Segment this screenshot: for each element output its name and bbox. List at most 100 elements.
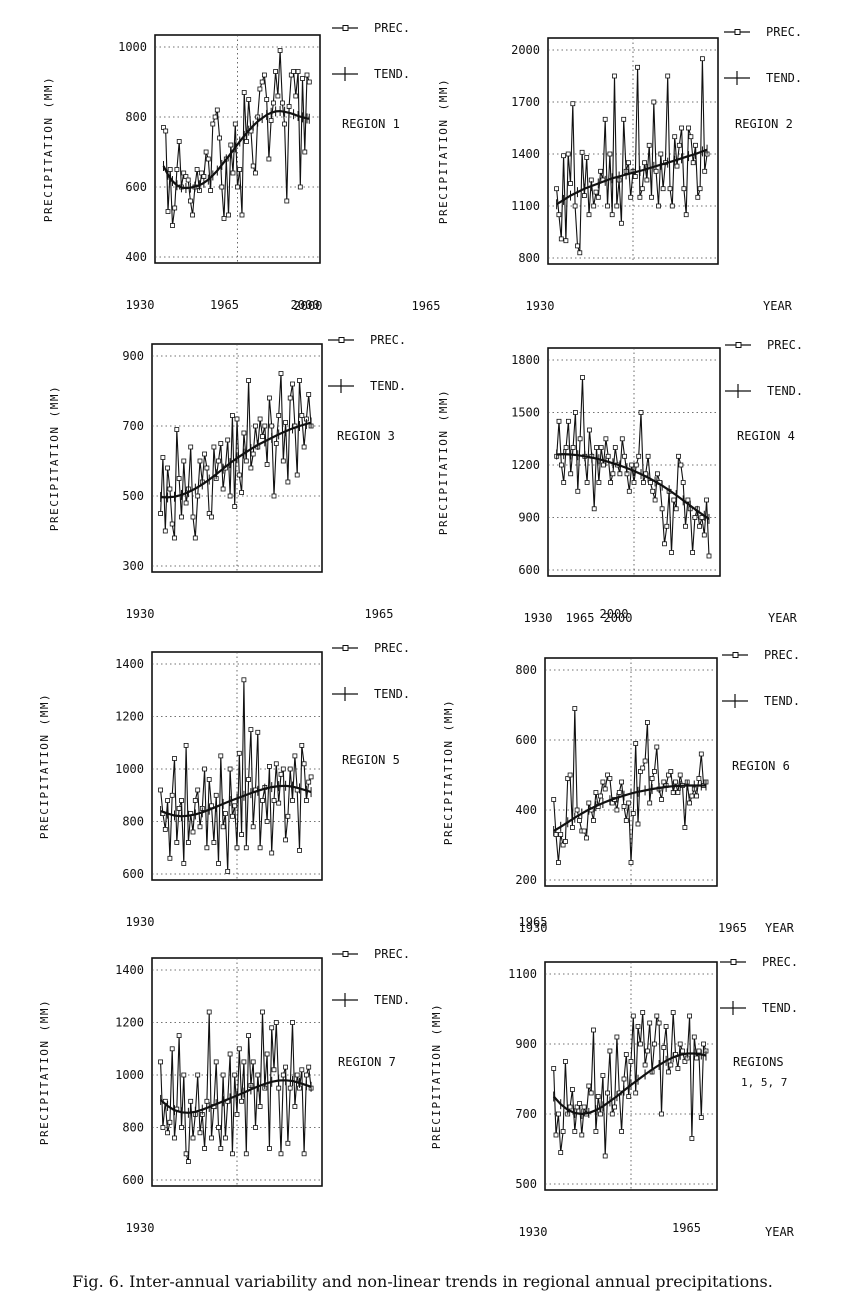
prec-point [600, 1073, 606, 1078]
y-tick-label: 600 [122, 867, 144, 881]
legend-tend-label: TEND. [374, 993, 410, 1007]
prec-point [645, 453, 651, 459]
y-tick-label: 500 [122, 489, 144, 503]
prec-point [278, 771, 284, 777]
y-tick-label: 900 [515, 1037, 537, 1051]
prec-point [229, 413, 235, 418]
prec-point [165, 209, 171, 214]
tend-series-line [162, 109, 310, 190]
prec-point [241, 90, 247, 95]
prec-point [219, 184, 225, 190]
prec-point [204, 845, 210, 851]
prec-point [276, 1085, 282, 1091]
prec-point [619, 436, 625, 442]
prec-point [183, 1151, 189, 1157]
y-tick-label: 800 [122, 815, 144, 829]
legend-prec-label: PREC. [374, 947, 410, 961]
prec-point [649, 776, 655, 781]
prec-point [659, 506, 665, 512]
prec-point [570, 825, 575, 830]
prec-point [287, 395, 293, 401]
prec-point [185, 840, 191, 845]
y-axis-label: PRECIPITATION (MM) [38, 999, 51, 1145]
prec-point [179, 798, 184, 803]
prec-point [213, 1059, 219, 1065]
prec-point [167, 167, 173, 172]
prec-point [160, 455, 166, 460]
prec-point [232, 1072, 238, 1078]
prec-point [308, 774, 314, 780]
prec-point [593, 790, 599, 795]
prec-point [685, 497, 691, 503]
prec-point [285, 479, 291, 485]
prec-point [701, 1041, 706, 1047]
prec-point [696, 1048, 702, 1054]
prec-point [216, 1125, 221, 1130]
prec-point [202, 451, 208, 457]
x-tick-label: 2000 [291, 298, 320, 312]
prec-point [644, 177, 650, 183]
prec-point [689, 1136, 695, 1141]
prec-point [266, 1146, 272, 1151]
prec-point [683, 523, 688, 529]
prec-point [598, 1111, 603, 1117]
prec-point [614, 1034, 620, 1040]
prec-point [580, 375, 585, 380]
prec-point [300, 76, 305, 81]
prec-point [271, 1067, 277, 1073]
y-tick-label: 800 [125, 110, 147, 124]
prec-series-line [553, 1012, 707, 1157]
prec-point [706, 553, 712, 559]
prec-point [246, 777, 252, 782]
prec-point [280, 458, 286, 464]
prec-point [255, 1072, 261, 1078]
prec-point [294, 1072, 300, 1078]
prec-point [220, 486, 226, 492]
prec-point [183, 743, 189, 748]
prec-point [586, 1083, 592, 1089]
prec-point [227, 493, 233, 499]
y-tick-label: 1100 [511, 199, 540, 213]
prec-point [283, 1064, 289, 1070]
prec-point [197, 824, 203, 830]
prec-point [290, 798, 295, 803]
prec-point [622, 453, 627, 459]
region-label: REGION 1 [342, 117, 400, 131]
prec-point [290, 1020, 295, 1025]
prec-point [668, 1062, 674, 1068]
prec-point [204, 1098, 210, 1104]
prec-point [158, 787, 164, 793]
region-label-sub: 1, 5, 7 [741, 1076, 787, 1089]
prec-point [301, 761, 307, 767]
prec-point [626, 800, 632, 806]
prec-point [565, 151, 571, 157]
prec-point [591, 818, 596, 823]
y-tick-label: 600 [125, 180, 147, 194]
prec-point [190, 829, 196, 835]
x-tick-label: 1930 [126, 607, 155, 621]
chart-panel-4: 600 900 1200 1500 1800 1930 1965 2000 YEAR PRECIP… [437, 338, 803, 625]
prec-point [584, 155, 590, 160]
prec-point [241, 677, 247, 683]
prec-point [570, 101, 576, 107]
prec-point [619, 779, 624, 785]
chart-panel-2: 800 1100 1400 1700 2000 1930 1965 2000 YEAR PRECI… [294, 25, 803, 313]
prec-point [266, 395, 272, 401]
prec-point [261, 72, 267, 78]
prec-point [253, 423, 258, 429]
prec-point [560, 1129, 566, 1134]
legend-tend-label: TEND. [764, 694, 800, 708]
x-tick-label: 1965 [210, 298, 239, 312]
prec-point [680, 1048, 685, 1054]
y-axis-label: PRECIPITATION (MM) [48, 385, 61, 531]
region-label: REGION 2 [735, 117, 793, 131]
prec-point [556, 212, 562, 218]
prec-point [700, 56, 705, 62]
legend-prec-marker [342, 951, 349, 957]
legend-prec-label: PREC. [374, 21, 410, 35]
prec-point [693, 142, 698, 148]
prec-point [646, 142, 652, 148]
prec-point [239, 1098, 245, 1104]
prec-point [690, 160, 696, 166]
chart-panel-7: 600800100012001400193019652000PRECIPITAT… [38, 947, 701, 1235]
